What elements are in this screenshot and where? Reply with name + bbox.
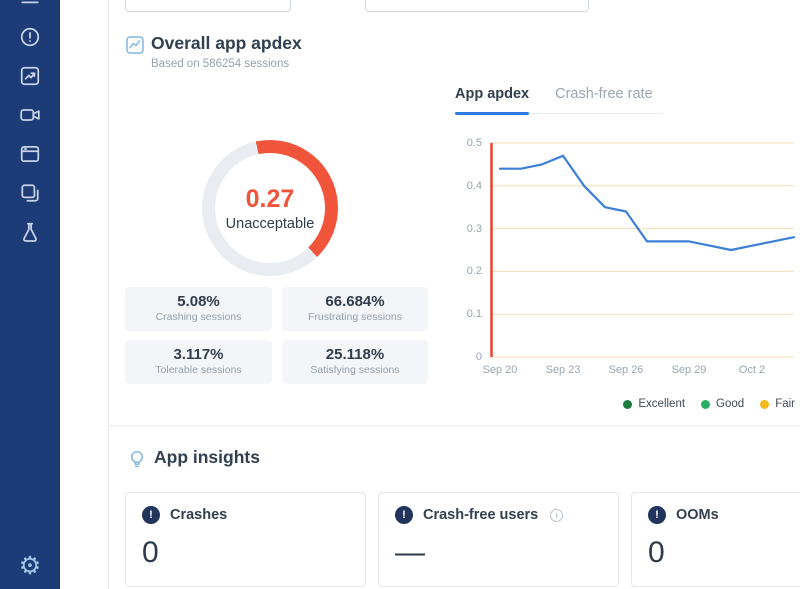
insight-card-ooms: ! OOMs 0 xyxy=(631,492,800,587)
settings-gear-icon[interactable]: ⚙ xyxy=(18,552,42,580)
content-divider-line xyxy=(108,0,109,589)
stat-label: Satisfying sessions xyxy=(310,364,400,376)
insight-card-label: Crash-free users xyxy=(423,507,539,523)
legend-dot xyxy=(623,399,633,409)
alert-badge-icon: ! xyxy=(142,506,160,524)
stat-value: 3.117% xyxy=(173,346,224,363)
y-axis-label: 0.1 xyxy=(466,308,482,320)
stat-label: Crashing sessions xyxy=(155,311,242,323)
stat-tolerable-sessions: 3.117% Tolerable sessions xyxy=(125,340,272,384)
menu-icon[interactable] xyxy=(19,0,41,9)
alert-badge-icon: ! xyxy=(648,506,666,524)
filter-dropdown-1[interactable] xyxy=(125,0,291,12)
y-axis-label: 0.2 xyxy=(466,265,482,277)
sidebar: ⚙ xyxy=(0,0,60,589)
x-axis-label: Sep 23 xyxy=(545,364,581,376)
flask-icon[interactable] xyxy=(19,221,41,243)
legend-label: Fair xyxy=(775,398,795,410)
apdex-line-chart xyxy=(490,142,796,358)
apdex-score: 0.27 xyxy=(245,184,295,213)
insight-card-value: 0 xyxy=(648,536,665,569)
tab-crash-free-rate[interactable]: Crash-free rate xyxy=(555,86,653,102)
x-axis-label: Sep 20 xyxy=(482,364,518,376)
alert-badge-icon: ! xyxy=(395,506,413,524)
stat-crashing-sessions: 5.08% Crashing sessions xyxy=(125,287,272,331)
info-icon[interactable]: i xyxy=(550,508,564,522)
legend-item-fair[interactable]: Fair xyxy=(760,398,795,410)
insight-card-crashes: ! Crashes 0 xyxy=(125,492,366,587)
apdex-session-count: Based on 586254 sessions xyxy=(151,58,290,70)
insight-card-value: 0 xyxy=(142,536,159,569)
stat-frustrating-sessions: 66.684% Frustrating sessions xyxy=(282,287,428,331)
trend-arrow-icon[interactable] xyxy=(19,65,41,87)
x-axis-label: Sep 29 xyxy=(671,364,707,376)
apdex-tabs: App apdex Crash-free rate xyxy=(455,86,663,115)
apdex-gauge: 0.27 Unacceptable xyxy=(202,140,338,276)
lightbulb-icon xyxy=(127,449,147,469)
stat-satisfying-sessions: 25.118% Satisfying sessions xyxy=(282,340,428,384)
legend-dot xyxy=(701,399,711,409)
copy-layers-icon[interactable] xyxy=(19,182,41,204)
x-axis-label: Sep 26 xyxy=(608,364,644,376)
stat-label: Frustrating sessions xyxy=(308,311,402,323)
apdex-rating: Unacceptable xyxy=(225,215,315,232)
apdex-section-title: Overall app apdex xyxy=(151,33,302,53)
insight-card-value: — xyxy=(395,536,425,569)
y-axis-label: 0 xyxy=(475,351,482,363)
section-divider xyxy=(109,425,800,426)
insight-card-label: Crashes xyxy=(170,507,228,523)
stat-value: 66.684% xyxy=(325,293,385,310)
legend-item-good[interactable]: Good xyxy=(701,398,744,410)
stat-label: Tolerable sessions xyxy=(155,364,242,376)
legend-label: Excellent xyxy=(638,398,686,410)
insights-section-title: App insights xyxy=(154,447,260,467)
filter-dropdown-2[interactable] xyxy=(365,0,589,12)
y-axis-label: 0.5 xyxy=(466,137,482,149)
line-chart-icon xyxy=(126,36,144,54)
legend-item-excellent[interactable]: Excellent xyxy=(623,398,685,410)
apdex-gauge-center: 0.27 Unacceptable xyxy=(215,153,325,263)
video-camera-icon[interactable] xyxy=(19,104,41,126)
chart-legend: Excellent Good Fair xyxy=(455,398,795,410)
legend-dot xyxy=(760,399,770,409)
stat-value: 5.08% xyxy=(177,293,220,310)
browser-window-icon[interactable] xyxy=(19,143,41,165)
insight-card-label: OOMs xyxy=(676,507,719,523)
tab-app-apdex[interactable]: App apdex xyxy=(455,86,530,115)
y-axis-label: 0.4 xyxy=(466,180,482,192)
insight-card-crash-free-users: ! Crash-free users i — xyxy=(378,492,619,587)
apdex-stats-grid: 5.08% Crashing sessions 66.684% Frustrat… xyxy=(125,287,428,384)
y-axis-label: 0.3 xyxy=(466,223,482,235)
x-axis-label: Oct 2 xyxy=(738,364,766,376)
alert-circle-icon[interactable] xyxy=(19,26,41,48)
legend-label: Good xyxy=(716,398,745,410)
stat-value: 25.118% xyxy=(325,346,385,363)
